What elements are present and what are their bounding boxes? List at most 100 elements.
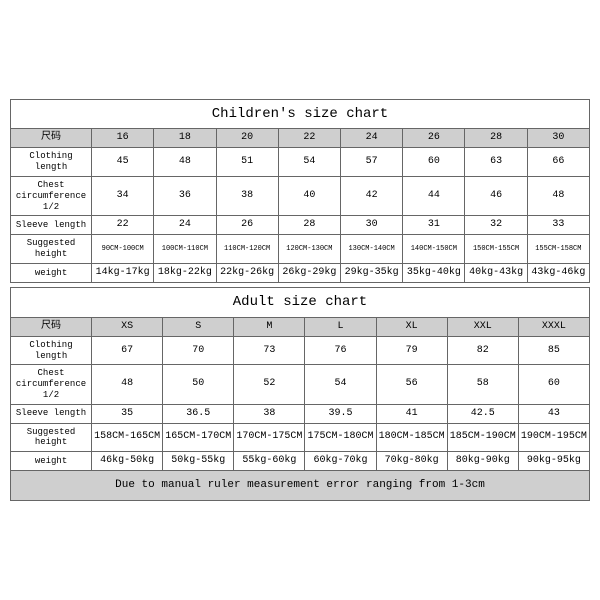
children-cell-4-5: 35kg-40kg: [403, 263, 465, 282]
adult-cell-3-3: 175CM-180CM: [305, 423, 376, 452]
children-size-7: 30: [527, 129, 589, 148]
children-cell-2-1: 24: [154, 216, 216, 235]
children-cell-3-4: 130CM-140CM: [340, 235, 402, 264]
children-rowlabel-3: Suggested height: [11, 235, 92, 264]
children-cell-0-5: 60: [403, 148, 465, 177]
children-header-row: 尺码 16 18 20 22 24 26 28 30: [11, 129, 590, 148]
adult-rowlabel-1: Chest circumference 1/2: [11, 365, 92, 404]
adult-size-1: S: [163, 317, 234, 336]
adult-cell-2-4: 41: [376, 404, 447, 423]
children-size-3: 22: [278, 129, 340, 148]
note-row: Due to manual ruler measurement error ra…: [11, 471, 590, 501]
adult-table: Adult size chart 尺码 XS S M L XL XXL XXXL…: [10, 287, 590, 502]
children-size-1: 18: [154, 129, 216, 148]
adult-cell-1-2: 52: [234, 365, 305, 404]
adult-cell-0-4: 79: [376, 336, 447, 365]
adult-cell-2-0: 35: [92, 404, 163, 423]
adult-cell-1-6: 60: [518, 365, 589, 404]
table-row: Suggested height158CM-165CM165CM-170CM17…: [11, 423, 590, 452]
children-cell-3-1: 100CM-110CM: [154, 235, 216, 264]
children-rowlabel-1: Chest circumference 1/2: [11, 176, 92, 215]
children-cell-2-6: 32: [465, 216, 527, 235]
adult-cell-0-5: 82: [447, 336, 518, 365]
children-cell-0-1: 48: [154, 148, 216, 177]
adult-size-0: XS: [92, 317, 163, 336]
adult-cell-2-5: 42.5: [447, 404, 518, 423]
adult-size-5: XXL: [447, 317, 518, 336]
adult-cell-3-5: 185CM-190CM: [447, 423, 518, 452]
children-cell-0-2: 51: [216, 148, 278, 177]
children-cell-0-6: 63: [465, 148, 527, 177]
adult-cell-2-3: 39.5: [305, 404, 376, 423]
adult-rowlabel-2: Sleeve length: [11, 404, 92, 423]
table-row: Chest circumference 1/23436384042444648: [11, 176, 590, 215]
children-cell-1-5: 44: [403, 176, 465, 215]
children-rowlabel-4: weight: [11, 263, 92, 282]
children-cell-1-7: 48: [527, 176, 589, 215]
children-cell-2-0: 22: [92, 216, 154, 235]
table-row: Sleeve length2224262830313233: [11, 216, 590, 235]
adult-cell-1-3: 54: [305, 365, 376, 404]
children-cell-2-4: 30: [340, 216, 402, 235]
adult-cell-0-0: 67: [92, 336, 163, 365]
adult-cell-3-0: 158CM-165CM: [92, 423, 163, 452]
table-row: Clothing length4548515457606366: [11, 148, 590, 177]
adult-cell-4-4: 70kg-80kg: [376, 452, 447, 471]
children-cell-0-0: 45: [92, 148, 154, 177]
size-chart-container: Children's size chart 尺码 16 18 20 22 24 …: [10, 99, 590, 502]
children-cell-1-4: 42: [340, 176, 402, 215]
adult-cell-3-6: 190CM-195CM: [518, 423, 589, 452]
adult-header-row: 尺码 XS S M L XL XXL XXXL: [11, 317, 590, 336]
adult-title-row: Adult size chart: [11, 287, 590, 317]
adult-cell-0-1: 70: [163, 336, 234, 365]
children-rowlabel-2: Sleeve length: [11, 216, 92, 235]
adult-header-label: 尺码: [11, 317, 92, 336]
children-rowlabel-0: Clothing length: [11, 148, 92, 177]
children-size-6: 28: [465, 129, 527, 148]
adult-size-6: XXXL: [518, 317, 589, 336]
table-row: Suggested height90CM-100CM100CM-110CM110…: [11, 235, 590, 264]
children-cell-0-4: 57: [340, 148, 402, 177]
children-cell-1-6: 46: [465, 176, 527, 215]
children-cell-4-4: 29kg-35kg: [340, 263, 402, 282]
children-cell-4-3: 26kg-29kg: [278, 263, 340, 282]
children-cell-1-3: 40: [278, 176, 340, 215]
children-cell-3-5: 140CM-150CM: [403, 235, 465, 264]
adult-cell-2-1: 36.5: [163, 404, 234, 423]
adult-cell-1-5: 58: [447, 365, 518, 404]
adult-cell-4-3: 60kg-70kg: [305, 452, 376, 471]
children-cell-4-2: 22kg-26kg: [216, 263, 278, 282]
adult-size-2: M: [234, 317, 305, 336]
adult-cell-4-0: 46kg-50kg: [92, 452, 163, 471]
children-header-label: 尺码: [11, 129, 92, 148]
adult-cell-2-2: 38: [234, 404, 305, 423]
adult-cell-4-6: 90kg-95kg: [518, 452, 589, 471]
table-row: Clothing length67707376798285: [11, 336, 590, 365]
children-cell-3-2: 110CM-120CM: [216, 235, 278, 264]
adult-cell-1-0: 48: [92, 365, 163, 404]
children-cell-0-7: 66: [527, 148, 589, 177]
adult-rowlabel-4: weight: [11, 452, 92, 471]
children-size-0: 16: [92, 129, 154, 148]
adult-size-3: L: [305, 317, 376, 336]
children-size-2: 20: [216, 129, 278, 148]
children-cell-1-0: 34: [92, 176, 154, 215]
adult-cell-2-6: 43: [518, 404, 589, 423]
adult-cell-1-4: 56: [376, 365, 447, 404]
children-cell-3-7: 155CM-158CM: [527, 235, 589, 264]
adult-cell-0-6: 85: [518, 336, 589, 365]
children-cell-3-6: 150CM-155CM: [465, 235, 527, 264]
children-title-row: Children's size chart: [11, 99, 590, 129]
children-table: Children's size chart 尺码 16 18 20 22 24 …: [10, 99, 590, 283]
children-cell-3-3: 120CM-130CM: [278, 235, 340, 264]
adult-title: Adult size chart: [11, 287, 590, 317]
adult-cell-3-4: 180CM-185CM: [376, 423, 447, 452]
note-text: Due to manual ruler measurement error ra…: [11, 471, 590, 501]
adult-cell-0-3: 76: [305, 336, 376, 365]
table-row: Sleeve length3536.53839.54142.543: [11, 404, 590, 423]
children-size-4: 24: [340, 129, 402, 148]
adult-cell-4-5: 80kg-90kg: [447, 452, 518, 471]
table-row: weight46kg-50kg50kg-55kg55kg-60kg60kg-70…: [11, 452, 590, 471]
children-cell-1-2: 38: [216, 176, 278, 215]
children-cell-2-2: 26: [216, 216, 278, 235]
